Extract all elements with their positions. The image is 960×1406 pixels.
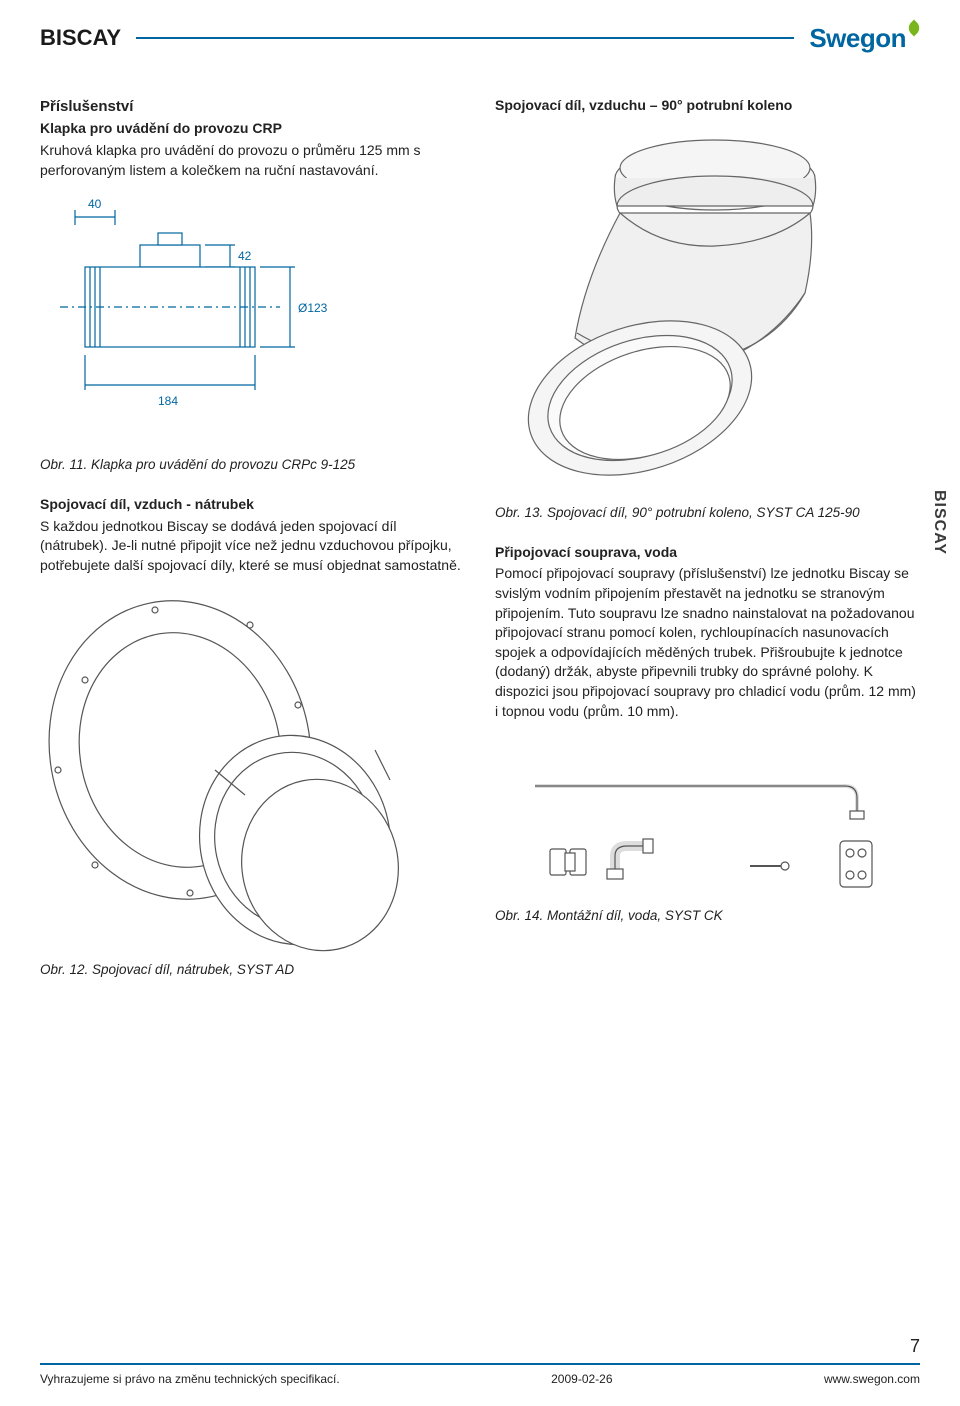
water-kit-title: Připojovací souprava, voda bbox=[495, 543, 920, 563]
water-kit-body: Pomocí připojovací soupravy (příslušenst… bbox=[495, 564, 920, 721]
page-header: BISCAY Swegon bbox=[40, 20, 920, 56]
figure-13-caption: Obr. 13. Spojovací díl, 90° potrubní kol… bbox=[495, 504, 920, 523]
spigot-title: Spojovací díl, vzduch - nátrubek bbox=[40, 495, 465, 515]
dim-184: 184 bbox=[158, 394, 178, 408]
figure-11-damper-drawing: 40 42 bbox=[40, 190, 340, 450]
page-footer: 7 Vyhrazujeme si právo na změnu technick… bbox=[40, 1334, 920, 1388]
figure-14-caption: Obr. 14. Montážní díl, voda, SYST CK bbox=[495, 907, 920, 926]
footer-date: 2009-02-26 bbox=[551, 1371, 612, 1388]
footer-url: www.swegon.com bbox=[824, 1371, 920, 1388]
figure-14-water-kit-drawing bbox=[495, 761, 895, 901]
header-title: BISCAY bbox=[40, 23, 121, 54]
dim-dia: Ø123 bbox=[298, 301, 328, 315]
section-title-accessories: Příslušenství bbox=[40, 96, 465, 117]
header-rule bbox=[136, 37, 794, 39]
crp-body: Kruhová klapka pro uvádění do provozu o … bbox=[40, 141, 465, 180]
brand-logo-text: Swegon bbox=[809, 20, 906, 56]
figure-11-caption: Obr. 11. Klapka pro uvádění do provozu C… bbox=[40, 456, 465, 475]
figure-12-caption: Obr. 12. Spojovací díl, nátrubek, SYST A… bbox=[40, 961, 465, 980]
right-column: Spojovací díl, vzduchu – 90° potrubní ko… bbox=[495, 96, 920, 1000]
spigot-body: S každou jednotkou Biscay se dodává jede… bbox=[40, 517, 465, 576]
leaf-icon bbox=[906, 20, 923, 37]
brand-logo: Swegon bbox=[809, 20, 920, 56]
page-number: 7 bbox=[40, 1334, 920, 1359]
figure-13-elbow-drawing bbox=[495, 118, 855, 498]
footer-rule bbox=[40, 1363, 920, 1365]
dim-42: 42 bbox=[238, 249, 252, 263]
side-tab-label: BISCAY bbox=[928, 490, 950, 555]
elbow-title: Spojovací díl, vzduchu – 90° potrubní ko… bbox=[495, 96, 920, 116]
crp-title: Klapka pro uvádění do provozu CRP bbox=[40, 119, 465, 139]
dim-40: 40 bbox=[88, 197, 102, 211]
left-column: Příslušenství Klapka pro uvádění do prov… bbox=[40, 96, 465, 1000]
figure-12-spigot-drawing bbox=[40, 585, 420, 955]
footer-disclaimer: Vyhrazujeme si právo na změnu technickýc… bbox=[40, 1371, 340, 1388]
